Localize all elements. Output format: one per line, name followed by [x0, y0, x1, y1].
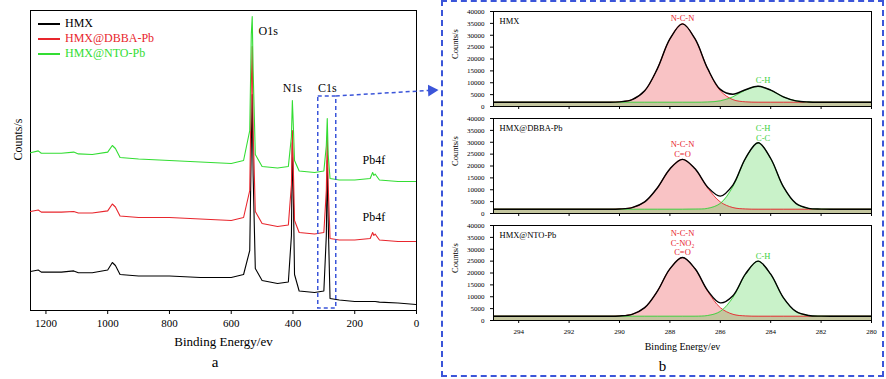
svg-text:Counts/s: Counts/s: [11, 118, 25, 160]
svg-text:200: 200: [346, 317, 363, 329]
svg-text:N-C-N: N-C-N: [671, 13, 695, 23]
svg-text:25000: 25000: [467, 257, 485, 265]
svg-text:Counts/s: Counts/s: [450, 29, 460, 59]
html-text:HMX@DBBA-Pb: HMX@DBBA-Pb: [65, 31, 155, 45]
svg-text:HMX: HMX: [500, 16, 520, 26]
svg-text:HMX@DBBA-Pb: HMX@DBBA-Pb: [500, 123, 563, 133]
html-text:HMX: HMX: [65, 16, 93, 30]
svg-text:Binding Energy/ev: Binding Energy/ev: [174, 334, 273, 349]
svg-text:40000: 40000: [467, 8, 485, 16]
svg-text:5000: 5000: [471, 91, 486, 99]
svg-text:10000: 10000: [467, 79, 485, 87]
svg-text:C-H: C-H: [756, 75, 771, 85]
svg-text:O1s: O1s: [259, 24, 279, 38]
svg-text:N-C-NC=O: N-C-NC=O: [671, 139, 695, 158]
svg-text:0: 0: [481, 210, 485, 218]
svg-text:25000: 25000: [467, 150, 485, 158]
svg-text:5000: 5000: [471, 198, 486, 206]
svg-text:15000: 15000: [467, 281, 485, 289]
html-text:a: a: [211, 354, 219, 370]
svg-text:20000: 20000: [467, 55, 485, 63]
svg-text:Pb4f: Pb4f: [363, 153, 386, 167]
svg-text:40000: 40000: [467, 222, 485, 230]
svg-text:15000: 15000: [467, 67, 485, 75]
svg-text:35000: 35000: [467, 127, 485, 135]
svg-text:288: 288: [665, 328, 676, 336]
svg-text:0: 0: [481, 317, 485, 325]
svg-text:1000: 1000: [97, 317, 120, 329]
svg-text:10000: 10000: [467, 293, 485, 301]
svg-text:400: 400: [285, 317, 302, 329]
svg-text:15000: 15000: [467, 174, 485, 182]
svg-text:N-C-NC-NO₂C=O: N-C-NC-NO₂C=O: [671, 228, 695, 257]
svg-text:292: 292: [564, 328, 575, 336]
svg-text:290: 290: [614, 328, 625, 336]
svg-text:284: 284: [765, 328, 776, 336]
svg-text:N1s: N1s: [283, 81, 303, 95]
svg-text:30000: 30000: [467, 138, 485, 146]
html-text:b: b: [658, 358, 667, 374]
svg-text:Binding Energy/ev: Binding Energy/ev: [645, 341, 721, 352]
svg-text:35000: 35000: [467, 20, 485, 28]
svg-text:600: 600: [223, 317, 240, 329]
svg-text:800: 800: [161, 317, 178, 329]
svg-text:35000: 35000: [467, 234, 485, 242]
svg-text:294: 294: [513, 328, 524, 336]
svg-text:5000: 5000: [471, 305, 486, 313]
svg-text:280: 280: [866, 328, 877, 336]
svg-text:286: 286: [715, 328, 726, 336]
svg-text:40000: 40000: [467, 115, 485, 123]
svg-text:C1s: C1s: [318, 81, 337, 95]
svg-text:10000: 10000: [467, 186, 485, 194]
svg-text:282: 282: [816, 328, 827, 336]
svg-text:1200: 1200: [35, 317, 58, 329]
html-text:HMX@NTO-Pb: HMX@NTO-Pb: [65, 46, 146, 60]
svg-text:0: 0: [414, 317, 420, 329]
svg-text:C-HC-C: C-HC-C: [756, 123, 771, 142]
svg-text:Pb4f: Pb4f: [363, 210, 386, 224]
svg-text:30000: 30000: [467, 31, 485, 39]
svg-text:C-H: C-H: [756, 251, 771, 261]
svg-text:20000: 20000: [467, 269, 485, 277]
svg-text:0: 0: [481, 103, 485, 111]
svg-text:20000: 20000: [467, 162, 485, 170]
svg-text:Counts/s: Counts/s: [450, 243, 460, 273]
svg-text:25000: 25000: [467, 43, 485, 51]
svg-text:30000: 30000: [467, 245, 485, 253]
svg-text:Counts/s: Counts/s: [450, 136, 460, 166]
svg-text:HMX@NTO-Pb: HMX@NTO-Pb: [500, 230, 557, 240]
